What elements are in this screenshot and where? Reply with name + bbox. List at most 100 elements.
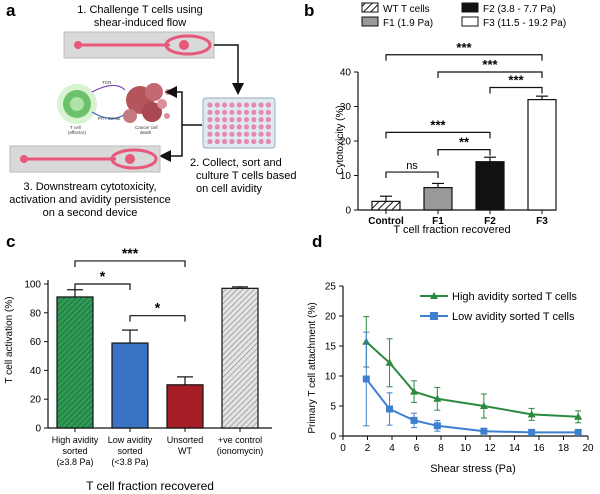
step2-line3: on cell avidity — [196, 183, 263, 195]
panel-c-xtick-label: Unsorted — [167, 435, 204, 445]
well — [236, 109, 242, 115]
panel-c-xtick-label: (≥3.8 Pa) — [57, 457, 94, 467]
panel-d-point-high — [385, 358, 394, 366]
panel-d-xtick-label: 14 — [509, 443, 521, 454]
panel-c-ytick-label: 40 — [30, 366, 42, 377]
step3-line2: activation and avidity persistence — [9, 194, 170, 206]
panel-d-series-line — [365, 341, 579, 418]
panel-c-xtick-label: +ve control — [218, 435, 262, 445]
tcell-label-2: (effector) — [68, 130, 86, 135]
well — [214, 109, 220, 115]
well-plate-icon — [202, 97, 276, 149]
panel-d-point-high — [479, 402, 488, 409]
well — [207, 124, 213, 130]
legend-swatch-f1 — [361, 16, 379, 27]
panel-b-sig-bracket — [437, 71, 543, 78]
well — [251, 102, 257, 108]
panel-b-sig-label: ** — [459, 135, 470, 150]
well — [222, 109, 228, 115]
panel-d-point-low — [362, 375, 370, 383]
well — [207, 102, 213, 108]
panel-c-sig-label: * — [155, 300, 161, 316]
legend-marker-low — [430, 312, 438, 320]
cancer-label-2: death — [140, 130, 152, 135]
well — [243, 109, 250, 115]
panel-b-sig-bracket — [437, 149, 491, 156]
panel-b: b WT T cells F2 (3.8 - 7.7 Pa) F1 (1.9 P… — [304, 1, 566, 236]
panel-b-ytick-label: 20 — [340, 137, 352, 148]
well — [265, 117, 271, 123]
panel-d-xlabel: Shear stress (Pa) — [430, 463, 516, 475]
step1-line2: shear-induced flow — [94, 17, 186, 29]
well — [222, 117, 228, 123]
well — [265, 131, 271, 137]
well — [258, 102, 264, 108]
legend-label-f1: F1 (1.9 Pa) — [383, 18, 433, 29]
legend-marker-high — [430, 292, 438, 299]
panel-b-bar — [527, 98, 557, 211]
well — [265, 109, 271, 115]
well — [251, 131, 257, 137]
well — [258, 124, 264, 130]
panel-c-ytick-label: 60 — [30, 337, 42, 348]
panel-b-bar — [423, 186, 453, 211]
well — [222, 102, 228, 108]
panel-b-ytick-label: 0 — [345, 206, 351, 217]
panel-c-sig-bracket — [74, 283, 131, 290]
microfluidic-device-icon-2 — [9, 145, 161, 173]
panel-d-legend: High avidity sorted T cells Low avidity … — [420, 291, 577, 323]
panel-c-ytick-label: 100 — [24, 280, 41, 291]
well — [229, 117, 235, 123]
well — [243, 117, 250, 123]
panel-b-sig-bracket — [385, 171, 439, 179]
panel-d-xtick-label: 10 — [460, 443, 472, 454]
panel-c-ytick-label: 20 — [30, 395, 42, 406]
well — [251, 138, 257, 145]
panel-b-sig-label: ns — [406, 160, 418, 172]
panel-b-ylabel: Cytotoxicity (%) — [335, 105, 346, 174]
prf-label: Prf / GzmB — [98, 116, 120, 121]
step2-line1: 2. Collect, sort and — [190, 157, 282, 169]
panel-c-ylabel: T cell activation (%) — [4, 296, 15, 383]
legend-swatch-f2 — [461, 2, 479, 13]
well — [207, 138, 213, 145]
well — [214, 131, 220, 137]
panel-c-sig-bracket — [74, 260, 186, 267]
panel-d-ytick-label: 5 — [330, 402, 336, 413]
panel-d-xtick-label: 18 — [558, 443, 570, 454]
panel-d-point-high — [574, 412, 583, 420]
panel-d-xtick-label: 2 — [365, 443, 371, 454]
panel-d-xtick-label: 12 — [484, 443, 496, 454]
well — [251, 109, 257, 115]
well — [258, 109, 264, 115]
panel-d-point-low — [386, 405, 394, 413]
panel-d-point-low — [433, 422, 441, 430]
well — [229, 124, 235, 130]
well — [251, 124, 257, 130]
panel-c-xtick-label: High avidity — [52, 435, 99, 445]
panel-a: a 1. Challenge T cells using shear-induc… — [6, 1, 296, 219]
panel-b-sig-label: *** — [430, 117, 446, 132]
well — [243, 131, 250, 137]
panel-b-xlabel: T cell fraction recovered — [393, 224, 510, 236]
panel-b-bar — [475, 161, 505, 211]
well — [207, 109, 213, 115]
well — [258, 138, 264, 145]
panel-c-xtick-label: (<3.8 Pa) — [111, 457, 148, 467]
panel-d-ylabel: Primary T cell attachment (%) — [307, 302, 318, 433]
panel-b-bar — [371, 200, 401, 211]
panel-d-ytick-label: 15 — [325, 342, 337, 353]
well — [236, 138, 242, 145]
panel-b-legend: WT T cells F2 (3.8 - 7.7 Pa) F1 (1.9 Pa)… — [361, 2, 566, 29]
panel-b-ytick-label: 10 — [340, 171, 352, 182]
panel-b-sig-label: *** — [456, 40, 472, 55]
panel-d-ytick-label: 25 — [325, 282, 337, 293]
well — [236, 117, 242, 123]
well — [243, 102, 250, 108]
panel-d-xtick-label: 4 — [389, 443, 395, 454]
panel-b-ytick-label: 40 — [340, 68, 352, 79]
panel-d-point-low — [574, 428, 582, 436]
panel-c-xtick-label: Low avidity — [108, 435, 153, 445]
panel-d-point-high — [527, 410, 536, 418]
